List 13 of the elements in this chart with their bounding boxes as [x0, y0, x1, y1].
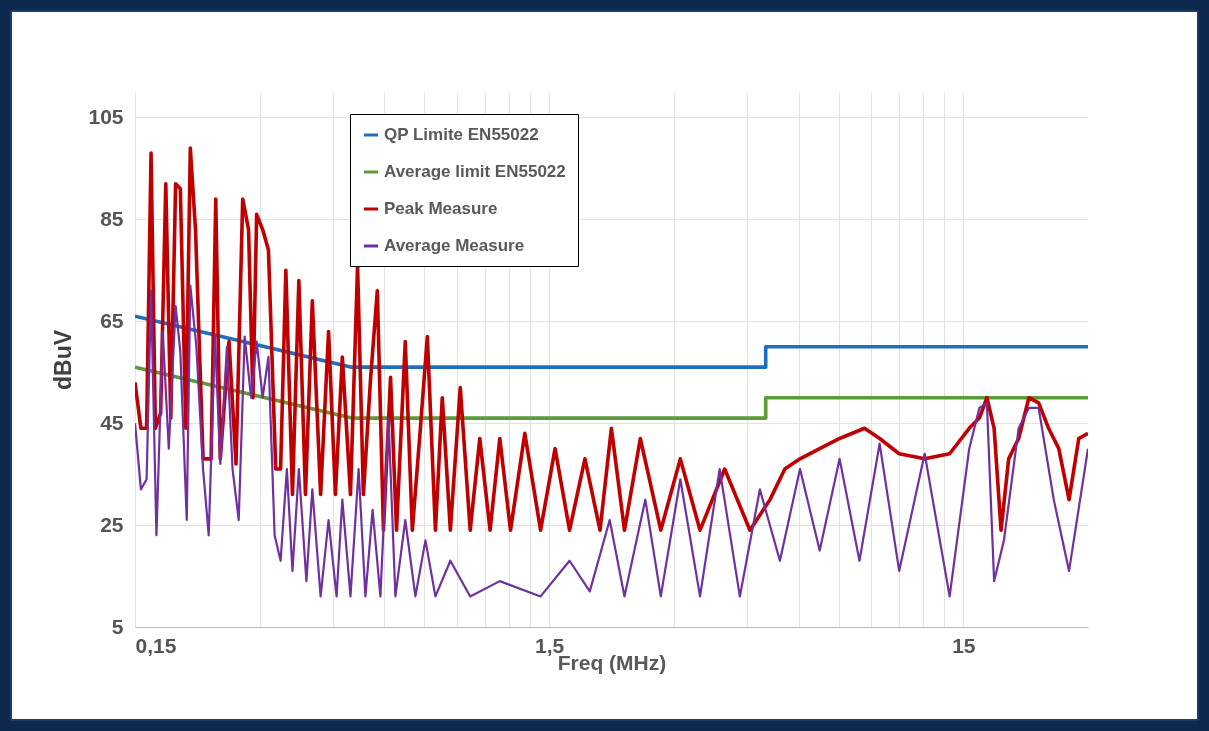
x-tick-label: 15 — [952, 633, 976, 657]
x-tick-label: 0,15 — [135, 633, 177, 657]
y-tick-label: 105 — [88, 104, 124, 128]
y-tick-label: 5 — [111, 614, 124, 638]
legend-label: Average Measure — [384, 236, 525, 255]
y-tick-label: 85 — [100, 206, 124, 230]
legend-label: QP Limite EN55022 — [384, 125, 539, 144]
y-tick-label: 65 — [100, 308, 124, 332]
y-axis-title: dBuV — [50, 329, 77, 391]
legend-label: Peak Measure — [384, 199, 498, 218]
y-tick-label: 45 — [100, 410, 124, 434]
legend-label: Average limit EN55022 — [384, 162, 566, 181]
y-tick-label: 25 — [100, 512, 124, 536]
